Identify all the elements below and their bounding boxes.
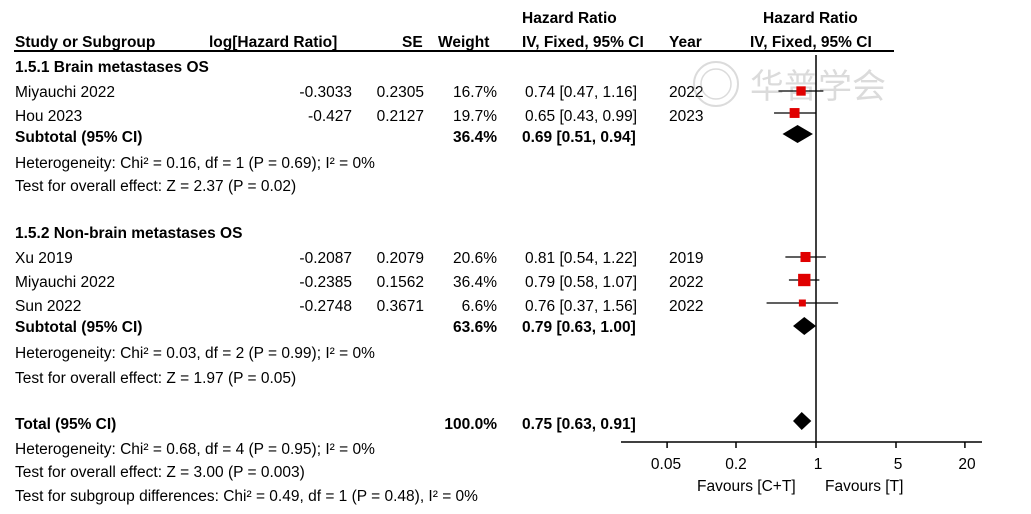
study-weight: 16.7% (453, 84, 497, 101)
subgroup-differences-text: Test for subgroup differences: Chi² = 0.… (15, 488, 478, 505)
group-title: 1.5.2 Non-brain metastases OS (15, 225, 243, 242)
study-ci: 0.81 [0.54, 1.22] (525, 250, 638, 267)
study-name: Hou 2023 (15, 108, 83, 125)
watermark-text: 华普学会 (750, 67, 886, 107)
subtotal-weight: 63.6% (453, 319, 497, 336)
total-label: Total (95% CI) (15, 416, 117, 433)
col-header-se: SE (402, 34, 423, 51)
col-header-loghr: log[Hazard Ratio] (209, 34, 338, 51)
col-header-weight: Weight (438, 34, 490, 51)
study-marker (800, 251, 811, 263)
col-header-plot: IV, Fixed, 95% CI (750, 34, 872, 51)
study-year: 2023 (669, 108, 704, 125)
header-rule (14, 50, 894, 52)
study-se: 0.2127 (376, 108, 424, 125)
study-weight: 6.6% (461, 298, 497, 315)
total-weight: 100.0% (444, 416, 497, 433)
group-title: 1.5.1 Brain metastases OS (15, 59, 209, 76)
study-se: 0.2305 (376, 84, 424, 101)
col-header-study: Study or Subgroup (15, 34, 156, 51)
axis-tick-label: 0.05 (650, 456, 682, 473)
study-year: 2019 (669, 250, 704, 267)
study-ci: 0.74 [0.47, 1.16] (525, 84, 638, 101)
axis-tick-label: 0.2 (725, 456, 747, 473)
total-heterogeneity-text: Heterogeneity: Chi² = 0.68, df = 4 (P = … (15, 441, 375, 458)
summary-diamond (793, 317, 816, 335)
study-se: 0.1562 (376, 274, 424, 291)
col-header-ci: IV, Fixed, 95% CI (522, 34, 644, 51)
study-name: Miyauchi 2022 (15, 274, 115, 291)
study-name: Sun 2022 (15, 298, 82, 315)
heterogeneity-text: Heterogeneity: Chi² = 0.03, df = 2 (P = … (15, 345, 375, 362)
axis-tick-label: 1 (813, 456, 823, 473)
subtotal-label: Subtotal (95% CI) (15, 129, 143, 146)
subtotal-ci: 0.69 [0.51, 0.94] (522, 129, 636, 146)
study-marker (798, 273, 811, 287)
study-weight: 19.7% (453, 108, 497, 125)
total-ci: 0.75 [0.63, 0.91] (522, 416, 636, 433)
study-loghr: -0.2087 (299, 250, 352, 267)
study-weight: 36.4% (453, 274, 497, 291)
study-se: 0.3671 (376, 298, 424, 315)
study-year: 2022 (669, 84, 704, 101)
summary-diamond (782, 125, 813, 143)
favours-right-label: Favours [T] (825, 478, 904, 495)
favours-left-label: Favours [C+T] (697, 478, 796, 495)
axis-tick-label: 20 (958, 456, 976, 473)
study-loghr: -0.427 (308, 108, 352, 125)
ci-column-group-title: Hazard Ratio (522, 10, 617, 27)
seal-icon (693, 61, 739, 107)
heterogeneity-text: Heterogeneity: Chi² = 0.16, df = 1 (P = … (15, 155, 375, 172)
study-loghr: -0.2748 (299, 298, 352, 315)
axis-tick-label: 5 (893, 456, 903, 473)
subtotal-label: Subtotal (95% CI) (15, 319, 143, 336)
subtotal-weight: 36.4% (453, 129, 497, 146)
study-se: 0.2079 (376, 250, 424, 267)
total-overall-effect-text: Test for overall effect: Z = 3.00 (P = 0… (15, 464, 305, 481)
overall-effect-text: Test for overall effect: Z = 1.97 (P = 0… (15, 370, 297, 387)
plot-column-group-title: Hazard Ratio (763, 10, 858, 27)
study-ci: 0.76 [0.37, 1.56] (525, 298, 638, 315)
col-header-year: Year (669, 34, 702, 51)
study-year: 2022 (669, 274, 704, 291)
study-loghr: -0.2385 (299, 274, 352, 291)
subtotal-ci: 0.79 [0.63, 1.00] (522, 319, 636, 336)
study-name: Xu 2019 (15, 250, 73, 267)
study-marker (798, 299, 806, 307)
study-name: Miyauchi 2022 (15, 84, 115, 101)
study-marker (796, 86, 806, 96)
study-ci: 0.65 [0.43, 0.99] (525, 108, 638, 125)
study-year: 2022 (669, 298, 704, 315)
summary-diamond (793, 412, 812, 430)
study-loghr: -0.3033 (299, 84, 352, 101)
watermark-logo: 华普学会 (693, 61, 886, 107)
study-marker (789, 108, 800, 118)
study-weight: 20.6% (453, 250, 497, 267)
study-ci: 0.79 [0.58, 1.07] (525, 274, 638, 291)
overall-effect-text: Test for overall effect: Z = 2.37 (P = 0… (15, 178, 297, 195)
